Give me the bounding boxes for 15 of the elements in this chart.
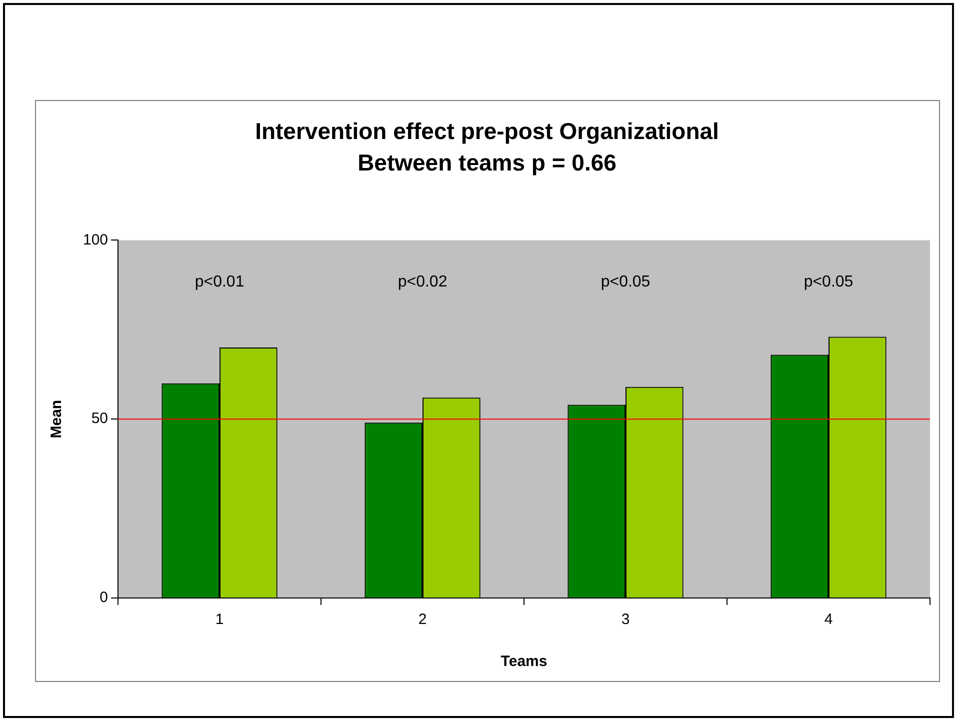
x-tick-label: 2	[418, 611, 427, 628]
annotation: p<0.05	[600, 274, 650, 291]
x-tick-label: 1	[215, 611, 224, 628]
y-tick-label: 50	[91, 410, 108, 428]
x-tick-label: 4	[824, 611, 833, 628]
x-axis-title: Teams	[500, 653, 548, 670]
y-tick-label: 100	[82, 231, 108, 248]
chart-subtitle: Between teams p = 0.66	[358, 150, 616, 176]
annotation: p<0.05	[804, 274, 854, 291]
x-tick-label: 3	[621, 611, 630, 628]
chart-title: Intervention effect pre-post Organizational	[255, 118, 719, 144]
annotation: p<0.02	[398, 274, 448, 291]
y-tick-label: 0	[100, 589, 108, 606]
annotation: p<0.01	[194, 274, 244, 291]
y-axis-title: Mean	[48, 400, 66, 438]
